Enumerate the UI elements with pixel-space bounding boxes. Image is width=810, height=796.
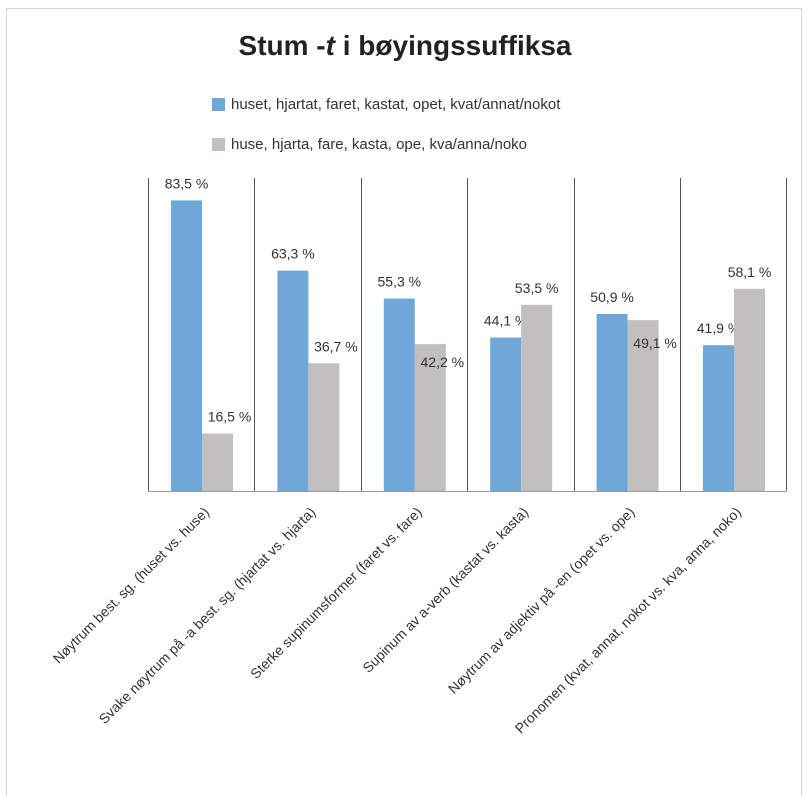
legend-swatch-series-2 [212, 137, 225, 151]
legend-item-series-1: huset, hjartat, faret, kastat, opet, kva… [212, 94, 560, 114]
bar-series-1 [383, 298, 415, 491]
category-label: Svake nøytrum på -a best. sg. (hjartat v… [95, 504, 318, 727]
category-label: Nøytrum av adjektiv på -en (opet vs. ope… [445, 504, 638, 697]
bar-series-1 [277, 270, 309, 491]
bar-series-2 [308, 363, 340, 491]
data-label-series-1: 44,1 % [484, 313, 528, 329]
bar-series-1 [703, 345, 734, 491]
bar-series-1 [171, 200, 202, 491]
category-label: Sterke supinumsformer (faret vs. fare) [247, 504, 425, 682]
bar-series-2 [627, 320, 659, 491]
bar-series-2 [521, 304, 553, 491]
bar-series-2 [202, 433, 233, 491]
data-label-series-2: 42,2 % [421, 354, 465, 370]
data-label-series-2: 36,7 % [314, 338, 358, 354]
legend-item-series-2: huse, hjarta, fare, kasta, ope, kva/anna… [212, 134, 527, 154]
data-label-series-1: 63,3 % [271, 246, 315, 262]
data-label-series-2: 53,5 % [515, 280, 559, 296]
bar-series-2 [414, 344, 446, 491]
bar-series-2 [734, 288, 765, 491]
legend-label-series-2: huse, hjarta, fare, kasta, ope, kva/anna… [231, 135, 528, 153]
data-label-series-1: 83,5 % [165, 175, 209, 191]
data-label-series-1: 55,3 % [378, 274, 422, 290]
data-label-series-2: 16,5 % [208, 409, 252, 425]
bar-series-1 [596, 313, 628, 491]
bar-series-1 [490, 337, 522, 491]
data-label-series-2: 58,1 % [728, 264, 772, 280]
category-label: Supinum av a-verb (kastat vs. kasta) [359, 504, 531, 676]
data-label-series-2: 49,1 % [633, 335, 677, 351]
chart-title: Stum -t i bøyingssuffiksa [238, 30, 572, 61]
legend-label-series-1: huset, hjartat, faret, kastat, opet, kva… [231, 95, 561, 113]
data-label-series-1: 41,9 % [697, 320, 741, 336]
data-label-series-1: 50,9 % [590, 289, 634, 305]
legend-swatch-series-1 [212, 97, 225, 111]
category-label: Pronomen (kvat, annat, nokot vs. kva, an… [512, 504, 745, 737]
